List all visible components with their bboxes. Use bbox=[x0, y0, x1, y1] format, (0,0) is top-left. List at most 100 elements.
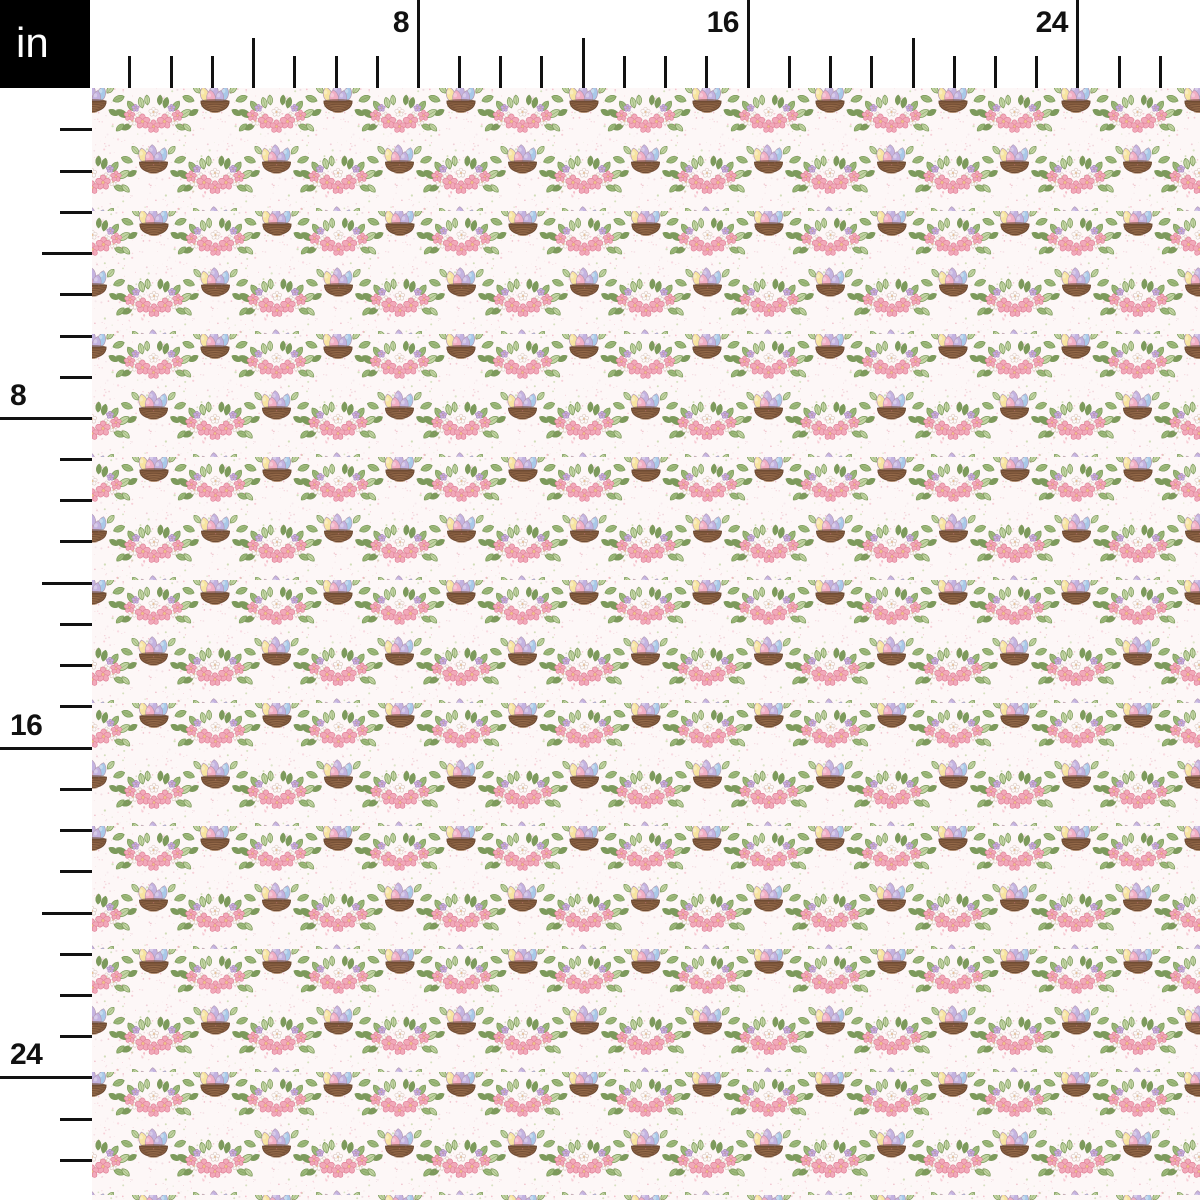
ruler-tick-minor bbox=[60, 664, 92, 667]
vertical-ruler: 8 16 24 bbox=[0, 0, 92, 1200]
ruler-tick-minor bbox=[60, 870, 92, 873]
ruler-label-horizontal: 24 bbox=[1036, 8, 1077, 38]
ruler-label-vertical: 24 bbox=[10, 1040, 42, 1077]
pattern-tile bbox=[92, 211, 154, 334]
pattern-tile bbox=[953, 88, 1076, 211]
ruler-tick-minor bbox=[1159, 56, 1162, 88]
pattern-tile bbox=[892, 703, 1015, 826]
pattern-tile bbox=[584, 826, 707, 949]
ruler-tick-minor bbox=[60, 1159, 92, 1162]
ruler-tick-minor bbox=[60, 376, 92, 379]
pattern-tile bbox=[707, 1072, 830, 1195]
pattern-tile bbox=[1076, 826, 1199, 949]
unit-badge[interactable]: in bbox=[0, 0, 90, 88]
pattern-tile bbox=[646, 949, 769, 1072]
ruler-tick-minor bbox=[623, 56, 626, 88]
ruler-tick-minor bbox=[60, 499, 92, 502]
pattern-tile bbox=[523, 457, 646, 580]
pattern-tile bbox=[400, 457, 523, 580]
pattern-tile bbox=[830, 1072, 953, 1195]
pattern-tile bbox=[154, 211, 277, 334]
pattern-tile bbox=[584, 88, 707, 211]
pattern-tile bbox=[523, 1195, 646, 1200]
pattern-tile bbox=[461, 334, 584, 457]
ruler-tick-minor bbox=[705, 56, 708, 88]
pattern-tile bbox=[92, 949, 154, 1072]
pattern-tile bbox=[277, 457, 400, 580]
pattern-tile bbox=[769, 703, 892, 826]
ruler-tick-minor bbox=[335, 56, 338, 88]
ruler-tick-minor bbox=[1118, 56, 1121, 88]
pattern-tile bbox=[154, 457, 277, 580]
pattern-tile bbox=[154, 949, 277, 1072]
pattern-tile bbox=[769, 1195, 892, 1200]
ruler-tick-minor bbox=[664, 56, 667, 88]
pattern-tile bbox=[154, 703, 277, 826]
pattern-tile bbox=[1076, 334, 1199, 457]
ruler-tick-mid bbox=[42, 912, 92, 915]
pattern-tile bbox=[1076, 1072, 1199, 1195]
ruler-label-horizontal: 16 bbox=[707, 8, 748, 38]
ruler-tick-minor bbox=[1035, 56, 1038, 88]
pattern-tile bbox=[92, 88, 215, 211]
ruler-tick-minor bbox=[994, 56, 997, 88]
ruler-tick-minor bbox=[60, 788, 92, 791]
pattern-tile bbox=[707, 580, 830, 703]
pattern-tile bbox=[338, 1072, 461, 1195]
pattern-tile bbox=[646, 1195, 769, 1200]
pattern-tile bbox=[92, 826, 215, 949]
ruler-tick-minor bbox=[60, 211, 92, 214]
pattern-tile bbox=[707, 88, 830, 211]
unit-badge-label: in bbox=[16, 22, 49, 64]
pattern-tile bbox=[461, 88, 584, 211]
pattern-tile bbox=[400, 949, 523, 1072]
ruler-tick-mid bbox=[582, 38, 585, 88]
pattern-tile bbox=[523, 949, 646, 1072]
pattern-tile bbox=[892, 949, 1015, 1072]
pattern-tile bbox=[92, 1072, 215, 1195]
pattern-tile bbox=[92, 334, 215, 457]
pattern-tile bbox=[338, 826, 461, 949]
pattern-tile bbox=[646, 211, 769, 334]
pattern-tile bbox=[1138, 703, 1200, 826]
pattern-tile bbox=[830, 580, 953, 703]
pattern-tile bbox=[892, 457, 1015, 580]
pattern-tile bbox=[646, 457, 769, 580]
ruler-tick-mid bbox=[42, 582, 92, 585]
pattern-tile bbox=[338, 580, 461, 703]
ruler-tick-minor bbox=[60, 705, 92, 708]
pattern-tile bbox=[1138, 457, 1200, 580]
ruler-label-horizontal: 8 bbox=[393, 8, 418, 38]
fabric-swatch-area[interactable] bbox=[92, 88, 1200, 1200]
pattern-tile bbox=[1015, 1195, 1138, 1200]
fabric-pattern-tiles bbox=[92, 88, 1200, 1200]
pattern-tile bbox=[1015, 457, 1138, 580]
pattern-tile bbox=[830, 88, 953, 211]
ruler-tick-mid bbox=[912, 38, 915, 88]
ruler-tick-minor bbox=[788, 56, 791, 88]
pattern-tile bbox=[769, 211, 892, 334]
ruler-tick-minor bbox=[870, 56, 873, 88]
pattern-tile bbox=[953, 334, 1076, 457]
pattern-tile bbox=[1138, 211, 1200, 334]
pattern-tile bbox=[523, 211, 646, 334]
pattern-tile bbox=[277, 1195, 400, 1200]
pattern-tile bbox=[830, 334, 953, 457]
pattern-tile bbox=[892, 1195, 1015, 1200]
ruler-tick-minor bbox=[458, 56, 461, 88]
pattern-tile bbox=[215, 580, 338, 703]
pattern-tile bbox=[769, 949, 892, 1072]
pattern-tile bbox=[1138, 1195, 1200, 1200]
ruler-tick-minor bbox=[499, 56, 502, 88]
pattern-tile bbox=[215, 334, 338, 457]
ruler-tick-minor bbox=[60, 829, 92, 832]
pattern-tile bbox=[215, 88, 338, 211]
ruler-label-vertical: 16 bbox=[10, 711, 42, 748]
horizontal-ruler: 8 16 24 bbox=[0, 0, 1200, 88]
ruler-tick-minor bbox=[60, 623, 92, 626]
pattern-tile bbox=[215, 1072, 338, 1195]
pattern-tile bbox=[953, 1072, 1076, 1195]
pattern-tile bbox=[338, 334, 461, 457]
ruler-tick-minor bbox=[60, 335, 92, 338]
pattern-tile bbox=[1015, 211, 1138, 334]
